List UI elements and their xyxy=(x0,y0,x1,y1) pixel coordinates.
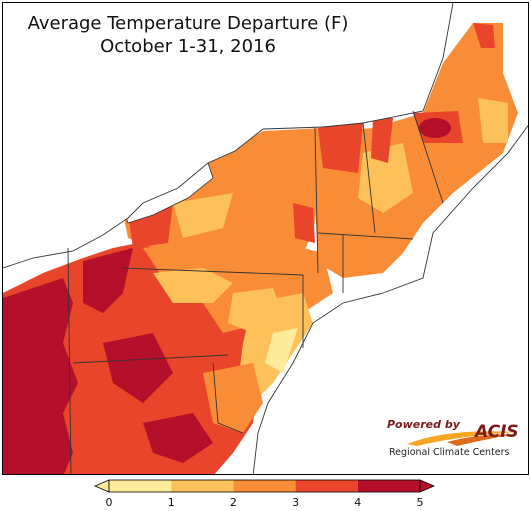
map-panel: Average Temperature Departure (F) Octobe… xyxy=(2,2,529,475)
water-bodies xyxy=(3,3,528,474)
legend-swatch-1 xyxy=(171,480,234,492)
legend-outline xyxy=(108,479,421,493)
legend-swatch-4 xyxy=(357,480,420,492)
logo-powered-by: Powered by xyxy=(387,418,460,431)
legend-swatch-2 xyxy=(233,480,296,492)
acis-logo: Powered by ACIS Regional Climate Centers xyxy=(387,418,527,463)
legend-swatch-3 xyxy=(295,480,358,492)
legend-tick-label: 2 xyxy=(229,496,237,509)
acis-swoosh-icon xyxy=(407,431,517,446)
temperature-departure-map xyxy=(3,3,528,474)
map-shading xyxy=(3,23,518,474)
map-date-range: October 1-31, 2016 xyxy=(100,36,276,57)
state-borders xyxy=(3,3,528,474)
legend-arrow-low xyxy=(93,479,110,493)
legend-tick-label: 5 xyxy=(416,496,424,509)
legend-tick-label: 3 xyxy=(292,496,300,509)
legend-tick-label: 1 xyxy=(167,496,175,509)
legend-tick-label: 4 xyxy=(354,496,362,509)
legend-arrow-high xyxy=(419,479,436,493)
legend-tick-label: 0 xyxy=(105,496,113,509)
map-title: Average Temperature Departure (F) xyxy=(27,13,349,34)
logo-acis-text: ACIS xyxy=(475,422,519,442)
legend-swatch-0 xyxy=(109,480,172,492)
legend-colorbar xyxy=(93,479,436,493)
logo-subtitle: Regional Climate Centers xyxy=(389,447,510,458)
